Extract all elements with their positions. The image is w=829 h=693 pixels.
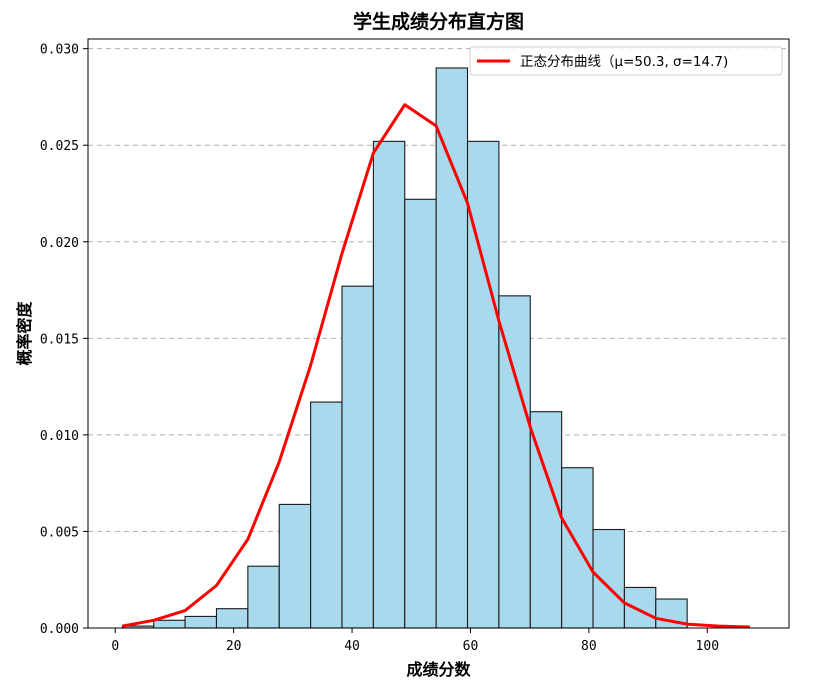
histogram-bar	[498, 295, 531, 629]
y-tick-label: 0.030	[40, 43, 79, 58]
histogram-bar	[592, 528, 625, 629]
normal-curve-line	[122, 103, 750, 629]
histogram-bar	[310, 401, 343, 629]
histogram-bar	[215, 608, 249, 629]
x-tick-label: 20	[226, 639, 242, 654]
histogram-bar	[153, 619, 186, 629]
x-tick-label: 60	[463, 639, 479, 654]
histogram-bar	[623, 586, 657, 629]
y-tick-label: 0.005	[40, 525, 79, 540]
histogram-bar	[372, 140, 406, 629]
histogram-bar	[466, 140, 500, 629]
y-tick-label: 0.010	[40, 429, 79, 444]
y-tick-label: 0.020	[40, 236, 79, 251]
x-tick-label: 0	[111, 639, 119, 654]
axis-ticks: 0 20 40 60 80 100 0.000 0.005 0.010 0.015 0.020 0.0…	[40, 43, 719, 654]
x-tick-label: 80	[581, 639, 597, 654]
plot-area-frame	[87, 38, 790, 629]
histogram-bar	[435, 67, 469, 629]
chart-title: 学生成绩分布直方图	[353, 10, 524, 33]
legend-box	[469, 46, 783, 76]
histogram-bar	[404, 198, 437, 629]
legend: 正态分布曲线（μ=50.3, σ=14.7)	[469, 46, 783, 76]
histogram-bars	[121, 67, 688, 629]
x-tick-label: 100	[696, 639, 719, 654]
x-axis-label: 成绩分数	[406, 660, 471, 679]
x-tick-label: 40	[344, 639, 360, 654]
legend-label: 正态分布曲线（μ=50.3, σ=14.7)	[520, 54, 728, 70]
y-tick-label: 0.000	[40, 622, 79, 637]
histogram-bar	[341, 285, 374, 629]
histogram-bar	[184, 615, 218, 629]
y-axis-label: 概率密度	[15, 301, 34, 366]
y-tick-label: 0.025	[40, 139, 79, 154]
histogram-bar	[278, 503, 312, 629]
y-tick-label: 0.015	[40, 332, 79, 347]
histogram-bar	[247, 565, 280, 629]
normal-curve-layer	[122, 103, 750, 629]
